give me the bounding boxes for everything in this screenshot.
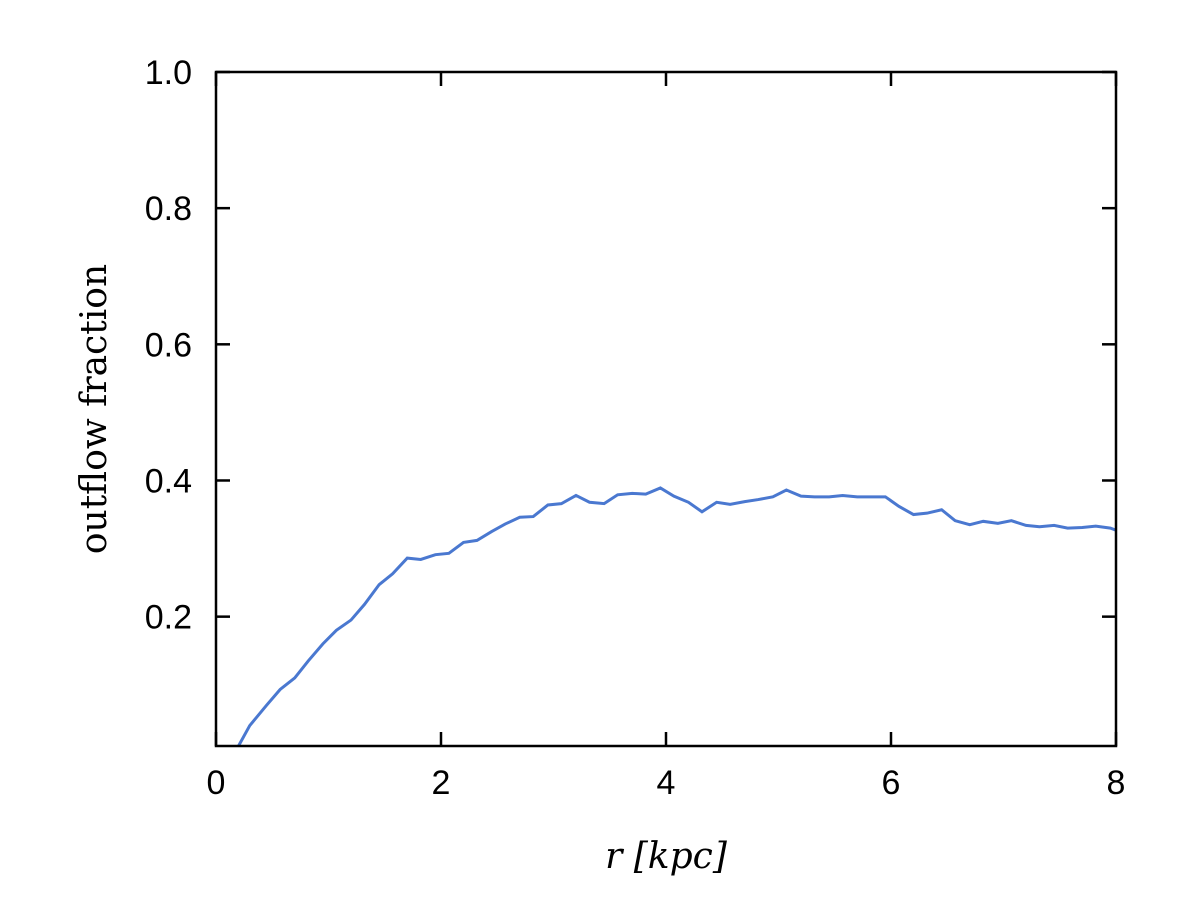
- y-tick-label: 0.6: [145, 326, 192, 364]
- y-tick-label: 0.4: [145, 462, 192, 500]
- y-tick-label: 0.2: [145, 599, 192, 637]
- plot-frame: [214, 70, 1118, 748]
- y-axis-label: outflow fraction: [74, 264, 115, 554]
- x-tick-label: 2: [432, 764, 451, 802]
- data-line: [237, 486, 1116, 746]
- x-tick-label: 4: [657, 764, 676, 802]
- y-tick-label: 1.0: [145, 54, 192, 92]
- y-tick-label: 0.8: [145, 190, 192, 228]
- x-tick-label: 8: [1107, 764, 1126, 802]
- x-axis-label: r [kpc]: [605, 836, 728, 877]
- x-tick-label: 0: [207, 764, 226, 802]
- x-tick-label: 6: [882, 764, 901, 802]
